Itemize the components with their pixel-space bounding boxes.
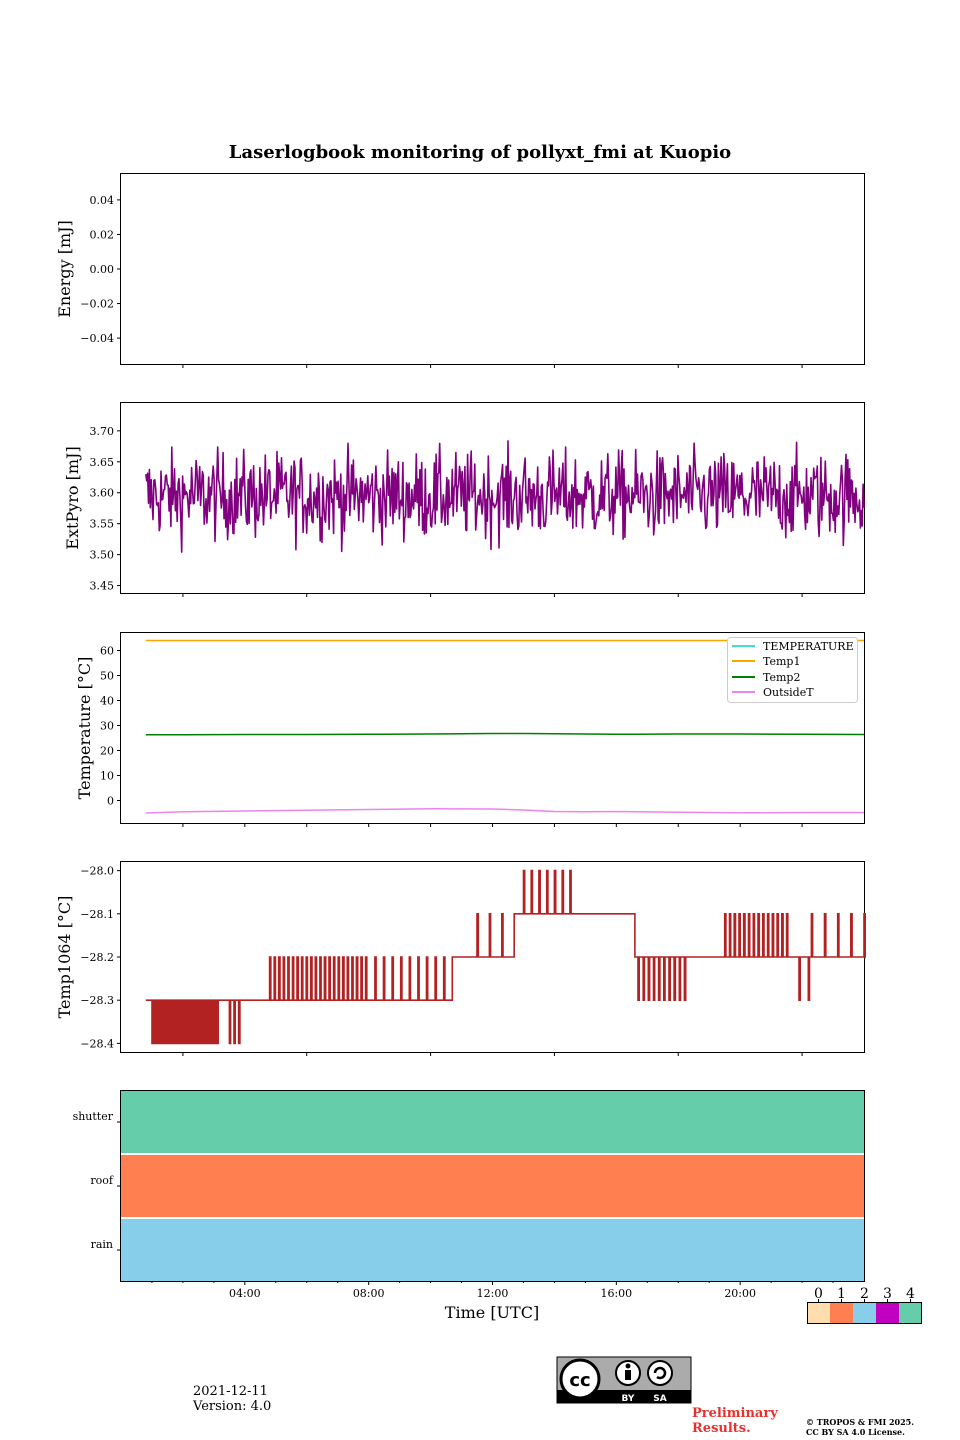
colorbar-swatch-1 bbox=[830, 1302, 853, 1324]
status-xlabel: Time [UTC] bbox=[445, 1303, 539, 1322]
figure-title: Laserlogbook monitoring of pollyxt_fmi a… bbox=[229, 142, 731, 163]
legend-label-outsideT: OutsideT bbox=[763, 686, 814, 699]
copyright-line1: © TROPOS & FMI 2025. bbox=[806, 1417, 915, 1427]
colorbar-label: 2 bbox=[860, 1286, 869, 1302]
extpyro-panel: 3.70 3.65 3.60 3.55 3.50 3.45 ExtPyro [mJ] bbox=[63, 402, 865, 597]
status-panel: shutter roof rain 04:00 08:00 12:00 16:00 20… bbox=[73, 1090, 865, 1322]
ytick-label: 3.70 bbox=[90, 425, 115, 438]
ytick-label: 0.02 bbox=[90, 228, 115, 241]
footer-version: Version: 4.0 bbox=[193, 1399, 272, 1414]
ytick-label: 3.60 bbox=[90, 487, 115, 500]
temp1064-series-line bbox=[145, 869, 867, 1045]
ytick-label: 40 bbox=[100, 695, 114, 708]
ytick-label: 0.00 bbox=[90, 263, 115, 276]
energy-xticks bbox=[182, 364, 803, 368]
ytick-label: −28.2 bbox=[80, 951, 114, 964]
legend-frame bbox=[727, 637, 858, 703]
status-row-label-rain: rain bbox=[91, 1238, 113, 1251]
status-row-label-roof: roof bbox=[90, 1174, 114, 1187]
ytick-label: −28.3 bbox=[80, 994, 114, 1007]
copyright-line2: CC BY SA 4.0 License. bbox=[806, 1427, 905, 1437]
legend-label-temp2: Temp2 bbox=[763, 671, 800, 684]
ytick-label: −0.02 bbox=[80, 298, 114, 311]
ytick-label: −28.4 bbox=[80, 1037, 114, 1050]
colorbar-label: 4 bbox=[906, 1286, 915, 1302]
temp1064-ylabel: Temp1064 [°C] bbox=[55, 896, 74, 1019]
preliminary-note-line2: Results. bbox=[692, 1421, 751, 1436]
temperature-xticks bbox=[182, 823, 803, 827]
colorbar-label: 0 bbox=[814, 1286, 823, 1302]
sa-icon-arrow bbox=[653, 1366, 667, 1380]
colorbar-swatch-0 bbox=[807, 1302, 830, 1324]
colorbar-swatch-3 bbox=[876, 1302, 899, 1324]
badge-sa-label: SA bbox=[653, 1394, 666, 1404]
ytick-label: 3.55 bbox=[90, 518, 115, 531]
xtick-label: 16:00 bbox=[600, 1287, 632, 1300]
cc-icon-text: cc bbox=[569, 1370, 590, 1391]
legend-label-temp1: Temp1 bbox=[763, 655, 800, 668]
by-icon-head bbox=[625, 1363, 631, 1369]
temperature-yticks: 60 50 40 30 20 10 0 bbox=[100, 645, 121, 808]
preliminary-note-line1: Preliminary bbox=[692, 1406, 778, 1421]
status-row-roof bbox=[121, 1155, 864, 1217]
ytick-label: 20 bbox=[100, 745, 114, 758]
colorbar-label: 3 bbox=[883, 1286, 892, 1302]
ytick-label: 50 bbox=[100, 670, 114, 683]
xtick-label: 20:00 bbox=[724, 1287, 756, 1300]
status-row-label-shutter: shutter bbox=[73, 1110, 114, 1123]
colorbar-swatch-2 bbox=[853, 1302, 876, 1324]
energy-panel: 0.04 0.02 0.00 −0.02 −0.04 Energy [mJ] bbox=[55, 173, 865, 368]
temp1064-yticks: −28.0 −28.1 −28.2 −28.3 −28.4 bbox=[80, 865, 121, 1050]
extpyro-xticks bbox=[182, 593, 803, 597]
ytick-label: −28.0 bbox=[80, 865, 114, 878]
xtick-label: 08:00 bbox=[353, 1287, 385, 1300]
energy-axes bbox=[120, 173, 865, 365]
colorbar-frame bbox=[807, 1302, 922, 1324]
outsideT-series-line bbox=[145, 808, 864, 814]
ytick-label: 3.45 bbox=[90, 580, 115, 593]
temp1064-panel: −28.0 −28.1 −28.2 −28.3 −28.4 Temp1064 [°C] bbox=[55, 861, 867, 1056]
temperature-panel: 60 50 40 30 20 10 0 Temperature [°C] TEMPERATU… bbox=[75, 632, 865, 827]
colorbar-swatch-4 bbox=[899, 1302, 922, 1324]
ytick-label: 0 bbox=[107, 795, 114, 808]
ytick-label: −28.1 bbox=[80, 908, 114, 921]
temp1064-xticks bbox=[182, 1052, 803, 1056]
ytick-label: 30 bbox=[100, 720, 114, 733]
energy-ylabel: Energy [mJ] bbox=[55, 220, 74, 318]
extpyro-axes bbox=[120, 402, 865, 594]
ytick-label: 3.65 bbox=[90, 456, 115, 469]
by-icon-body bbox=[625, 1370, 631, 1380]
legend-label-temperature: TEMPERATURE bbox=[763, 640, 854, 653]
sa-sharealike-icon bbox=[647, 1360, 673, 1386]
ytick-label: −0.04 bbox=[80, 332, 114, 345]
ytick-label: 10 bbox=[100, 770, 114, 783]
temperature-legend: TEMPERATURE Temp1 Temp2 OutsideT bbox=[727, 637, 858, 703]
cc-icon bbox=[559, 1358, 601, 1400]
xtick-label: 12:00 bbox=[477, 1287, 509, 1300]
energy-yticks: 0.04 0.02 0.00 −0.02 −0.04 bbox=[80, 194, 121, 345]
badge-by-label: BY bbox=[622, 1394, 635, 1404]
ytick-label: 3.50 bbox=[90, 549, 115, 562]
status-row-rain bbox=[121, 1219, 864, 1281]
xtick-label: 04:00 bbox=[229, 1287, 261, 1300]
extpyro-yticks: 3.70 3.65 3.60 3.55 3.50 3.45 bbox=[90, 425, 121, 593]
footer-date: 2021-12-11 bbox=[193, 1384, 268, 1399]
ytick-label: 0.04 bbox=[90, 194, 115, 207]
ytick-label: 60 bbox=[100, 645, 114, 658]
extpyro-series-line bbox=[145, 440, 865, 553]
temp2-series-line bbox=[145, 732, 865, 736]
status-row-shutter bbox=[121, 1090, 864, 1153]
extpyro-ylabel: ExtPyro [mJ] bbox=[63, 446, 82, 549]
cc-by-sa-badge: cc BY SA bbox=[556, 1356, 692, 1404]
temperature-ylabel: Temperature [°C] bbox=[75, 657, 94, 800]
status-xticks: 04:00 08:00 12:00 16:00 20:00 bbox=[151, 1281, 834, 1300]
colorbar-label: 1 bbox=[837, 1286, 846, 1302]
